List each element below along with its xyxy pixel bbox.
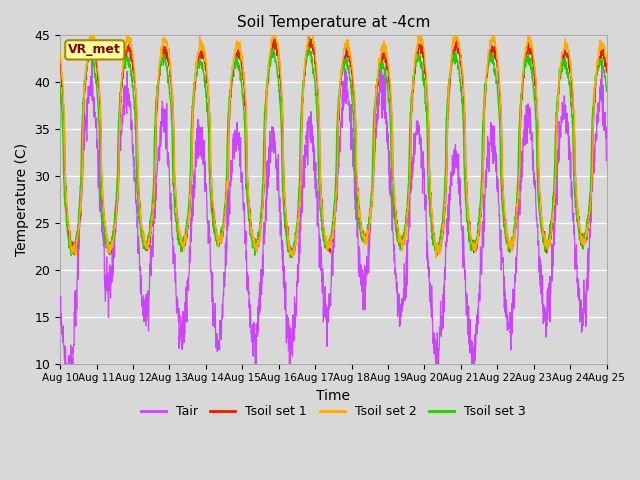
Text: VR_met: VR_met xyxy=(68,43,121,56)
Y-axis label: Temperature (C): Temperature (C) xyxy=(15,143,29,256)
X-axis label: Time: Time xyxy=(316,389,350,403)
Title: Soil Temperature at -4cm: Soil Temperature at -4cm xyxy=(237,15,430,30)
Legend: Tair, Tsoil set 1, Tsoil set 2, Tsoil set 3: Tair, Tsoil set 1, Tsoil set 2, Tsoil se… xyxy=(136,400,531,423)
